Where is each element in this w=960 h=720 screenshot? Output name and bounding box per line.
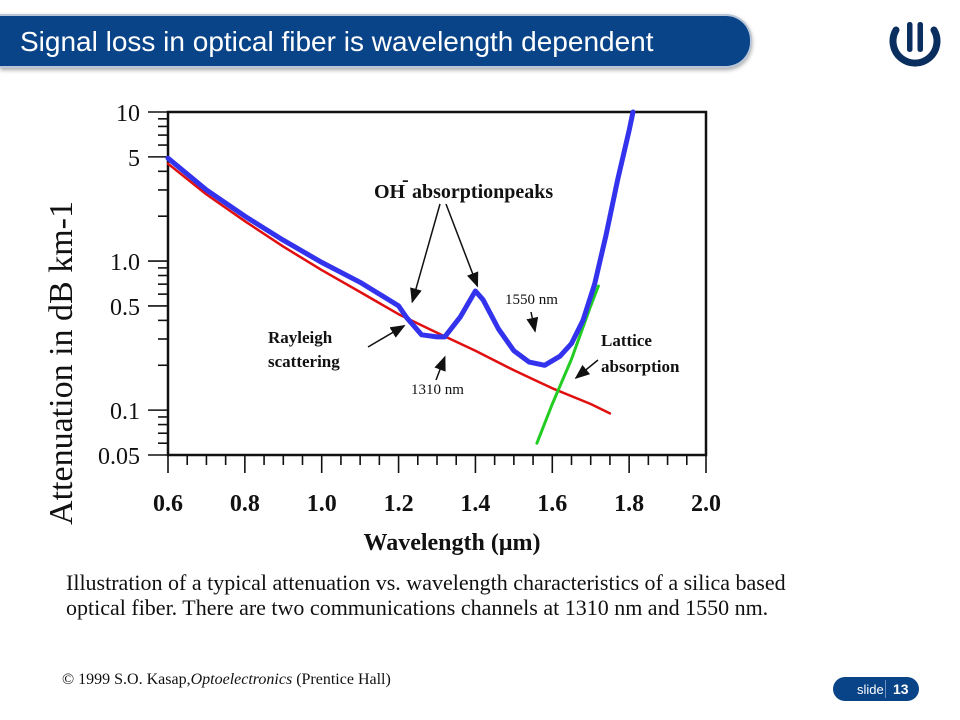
copyright-prefix: © 1999 S.O. Kasap, [62, 671, 191, 688]
y-tick-label: 0.05 [98, 444, 140, 470]
annotation-1550nm-label: 1550 nm [505, 292, 558, 308]
y-tick-label: 5 [128, 146, 140, 172]
y-axis-label: Attenuation in dB km-1 [43, 201, 80, 525]
x-tick-label: 1.0 [307, 491, 337, 517]
annotation-oh-label: OH [374, 181, 406, 203]
x-tick-label: 0.6 [153, 491, 183, 517]
series-measured-line [165, 109, 636, 368]
university-logo-icon [889, 22, 941, 67]
y-tick-label: 10 [116, 101, 140, 127]
annotation-absorption-label: absorption [601, 357, 680, 376]
x-tick-label: 1.8 [614, 491, 644, 517]
arrow-lattice [574, 359, 599, 380]
series-rayleigh-line [166, 162, 612, 415]
x-tick-label: 2.0 [691, 491, 721, 517]
arrow-1310nm [434, 355, 446, 381]
copyright-notice: © 1999 S.O. Kasap,Optoelectronics (Prent… [62, 671, 391, 689]
slide-title: Signal loss in optical fiber is waveleng… [20, 26, 654, 57]
attenuation-chart: 10 5 1.0 0.5 0.1 0.05 0.6 0.8 1.0 1.2 1.4 1.6 1.8 2.0… [43, 101, 721, 556]
annotation-oh-superscript: - [402, 169, 409, 191]
annotation-absorption-peaks-label: absorptionpeaks [412, 181, 553, 203]
slide-separator [885, 680, 886, 698]
slide-number: 13 [893, 681, 909, 697]
x-tick-label: 1.2 [384, 491, 414, 517]
annotation-scattering-label: scattering [268, 352, 340, 371]
annotation-rayleigh-label: Rayleigh [268, 328, 333, 347]
copyright-suffix: (Prentice Hall) [292, 671, 391, 688]
y-tick-label: 0.5 [110, 295, 140, 321]
x-tick-label: 0.8 [230, 491, 260, 517]
y-tick-label: 0.1 [110, 399, 140, 425]
x-tick-label: 1.6 [537, 491, 567, 517]
x-axis-label: Wavelength (μm) [364, 530, 541, 556]
plot-frame [166, 110, 708, 457]
slide-label-text: slide [857, 682, 884, 697]
annotation-1310nm-label: 1310 nm [411, 382, 464, 398]
y-tick-label: 1.0 [110, 250, 140, 276]
slide-number-badge: slide 13 [833, 677, 919, 701]
title-bar: Signal loss in optical fiber is waveleng… [0, 14, 752, 68]
copyright-book: Optoelectronics [190, 671, 293, 688]
arrow-oh-peak-2 [445, 203, 479, 288]
arrow-1550nm [526, 311, 539, 333]
series-lattice-line [535, 284, 600, 445]
figure-caption: Illustration of a typical attenuation vs… [66, 570, 786, 620]
annotation-lattice-label: Lattice [601, 331, 652, 350]
x-tick-label: 1.4 [460, 491, 490, 517]
arrow-rayleigh [367, 324, 406, 348]
arrow-oh-peak-1 [410, 203, 441, 304]
